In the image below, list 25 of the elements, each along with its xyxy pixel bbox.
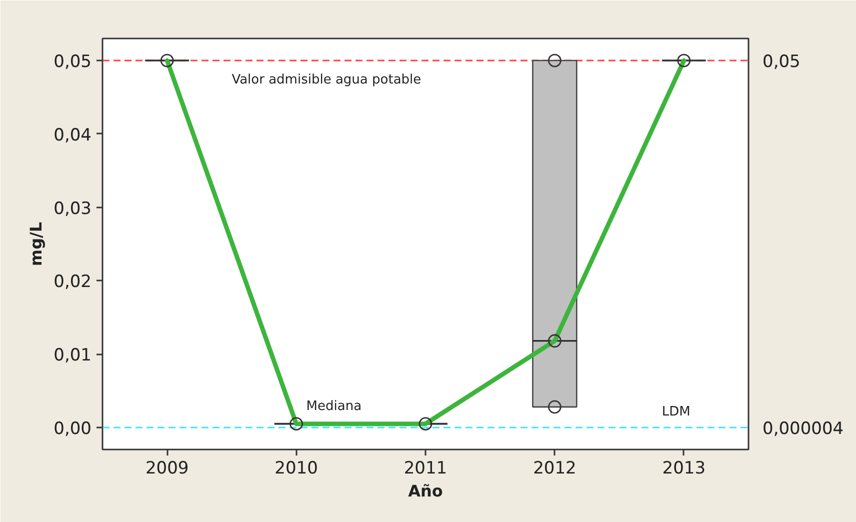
x-tick-label: 2010	[274, 458, 318, 478]
ref-line-label: Valor admisible agua potable	[232, 72, 422, 88]
point	[418, 417, 432, 430]
point	[548, 54, 562, 68]
point	[290, 417, 303, 430]
y-tick-label: 0,02	[54, 272, 92, 292]
x-tick-label: 2013	[662, 458, 706, 478]
series-label: Mediana	[306, 398, 362, 414]
y-axis-title: mg/L	[26, 222, 46, 266]
x-tick-label: 2011	[404, 458, 448, 478]
x-axis-title: Año	[408, 482, 443, 500]
y-tick-label: 0,01	[54, 346, 92, 366]
point	[160, 54, 174, 68]
point	[548, 334, 562, 348]
x-tick-label: 2012	[533, 458, 576, 478]
y-tick-label: 0,04	[54, 125, 92, 146]
y-tick-label: 0,00	[54, 418, 92, 439]
y2-tick-label: 0,000004	[762, 418, 844, 439]
y-tick-label: 0,03	[54, 198, 92, 219]
x-tick-label: 2009	[145, 458, 189, 478]
y-tick-label: 0,05	[54, 52, 92, 72]
point	[677, 54, 691, 68]
ref-line-label: LDM	[662, 404, 690, 420]
y2-tick-label: 0,05	[762, 52, 800, 72]
point	[548, 400, 562, 414]
